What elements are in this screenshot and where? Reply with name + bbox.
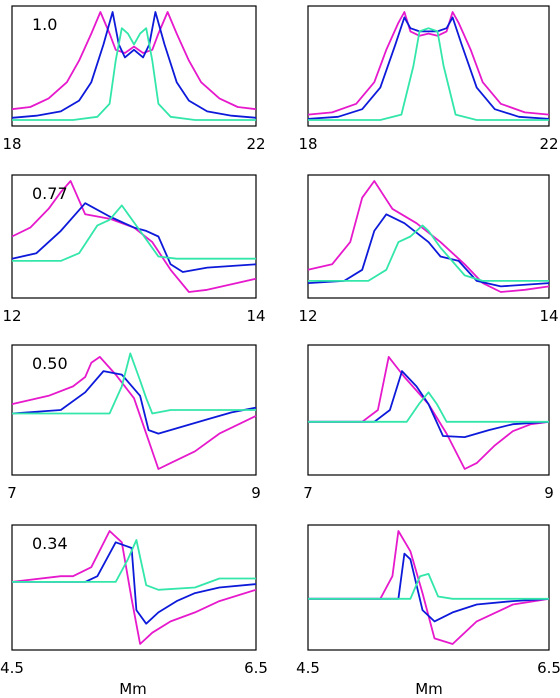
panel-4-series-2-line	[307, 213, 550, 288]
panel-2-frame	[307, 5, 550, 127]
panel-2-series-2-line	[307, 16, 550, 120]
panel-7-series-3-line	[12, 539, 256, 591]
panel-8-series-2-line	[308, 552, 550, 623]
panel-5-series-2-line	[11, 370, 257, 435]
panel-3-series-3-line	[12, 204, 256, 262]
panel-2-series-1-line	[307, 11, 550, 116]
x-axis-label-left: Mm	[119, 680, 147, 698]
panel-6-x-tick-max: 9	[544, 484, 554, 502]
panel-8-frame	[307, 524, 550, 651]
panel-2-x-tick-min: 18	[298, 135, 317, 153]
panel-6-series-1-line	[308, 355, 550, 470]
panel-3-x-tick-max: 14	[246, 307, 265, 325]
panel-4-frame	[307, 174, 550, 299]
panel-6-frame	[307, 344, 550, 476]
panel-5-x-tick-min: 7	[7, 484, 17, 502]
panel-8-series-3-line	[308, 573, 549, 600]
panel-4-series-3-line	[308, 224, 549, 282]
panel-1-x-tick-min: 18	[2, 135, 21, 153]
panel-6-series-3-line	[308, 391, 549, 423]
panel-8-x-tick-min: 4.5	[296, 659, 320, 677]
x-axis-label-right: Mm	[415, 680, 443, 698]
panel-6-x-tick-min: 7	[303, 484, 313, 502]
panel-7-label: 0.34	[32, 534, 68, 553]
panel-7-frame	[11, 524, 257, 651]
panel-7-series-2-line	[12, 541, 257, 625]
panel-7-x-tick-min: 4.5	[0, 659, 24, 677]
panel-5-x-tick-max: 9	[251, 484, 261, 502]
panel-2-x-tick-max: 22	[539, 135, 558, 153]
panel-3-x-tick-min: 12	[2, 307, 21, 325]
panel-3-series-1-line	[11, 180, 257, 293]
panel-2-series-3-line	[308, 27, 549, 121]
panel-1-series-1-line	[11, 11, 257, 111]
panel-4-x-tick-min: 12	[298, 307, 317, 325]
panel-5-label: 0.50	[32, 354, 68, 373]
panel-3-label: 0.77	[32, 184, 68, 203]
panel-5-series-1-line	[11, 355, 257, 470]
panel-4-series-1-line	[307, 180, 550, 293]
panel-7-x-tick-max: 6.5	[244, 659, 268, 677]
panel-1-frame	[11, 5, 257, 127]
panel-1-label: 1.0	[32, 15, 57, 34]
panel-6-series-2-line	[308, 370, 550, 439]
panel-5-series-3-line	[12, 352, 256, 415]
panel-8-x-tick-max: 6.5	[537, 659, 560, 677]
panel-8-series-1-line	[308, 530, 550, 645]
panel-1-series-3-line	[12, 27, 256, 121]
panel-4-x-tick-max: 14	[539, 307, 558, 325]
panel-3-series-2-line	[11, 202, 257, 273]
panel-7-series-1-line	[11, 530, 257, 645]
panel-1-x-tick-max: 22	[246, 135, 265, 153]
panel-1-series-2-line	[11, 11, 257, 119]
